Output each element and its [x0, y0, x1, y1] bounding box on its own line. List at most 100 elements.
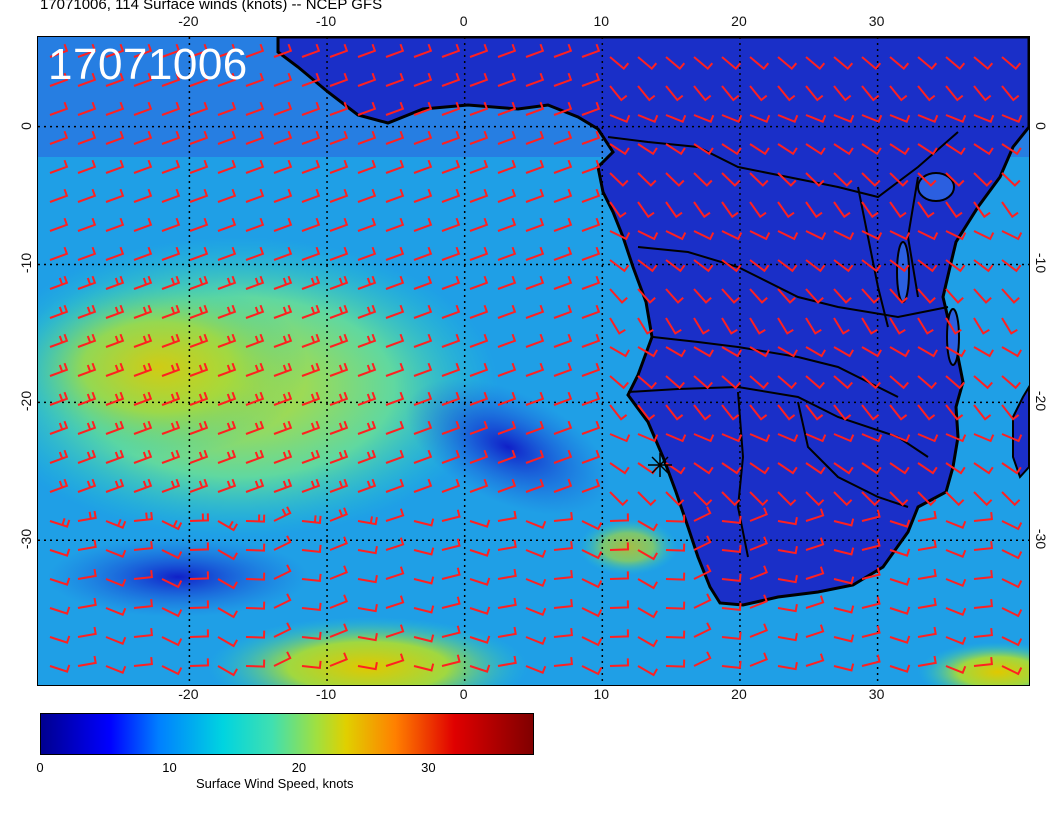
wind-barb: [273, 188, 293, 203]
wind-barb: [973, 491, 993, 507]
wind-barb: [329, 449, 349, 464]
wind-barb: [441, 625, 461, 638]
madagascar: [1012, 385, 1029, 479]
wind-barb: [1001, 85, 1020, 102]
wind-barb: [777, 491, 797, 507]
wind-barb: [357, 362, 377, 377]
wind-barb: [889, 548, 911, 557]
wind-barb: [525, 549, 547, 559]
wind-barb: [413, 159, 433, 174]
wind-barb: [553, 449, 573, 464]
wind-barb: [777, 346, 798, 358]
wind-barb: [861, 596, 881, 609]
wind-barb: [637, 346, 658, 358]
wind-barb: [497, 188, 517, 203]
wind-barb: [749, 565, 768, 580]
wind-barb: [189, 333, 209, 348]
wind-barb: [749, 201, 767, 219]
wind-barb: [469, 188, 489, 203]
wind-barb: [889, 172, 909, 187]
wind-barb: [1001, 404, 1020, 421]
wind-barb: [889, 664, 911, 673]
wind-barb: [945, 491, 965, 507]
wind-barb: [413, 576, 435, 585]
wind-barb: [749, 172, 769, 187]
wind-barb: [189, 449, 209, 464]
wind-barb: [693, 651, 712, 667]
wind-barb: [889, 491, 909, 507]
wind-barb: [385, 43, 405, 58]
wind-barb: [721, 602, 742, 612]
wind-barb: [721, 375, 741, 390]
wind-barb: [749, 85, 768, 102]
wind-barb: [189, 600, 210, 609]
wind-barb: [161, 304, 181, 319]
wind-barb: [385, 478, 405, 493]
wind-barb: [49, 635, 71, 644]
wind-barb: [105, 72, 125, 87]
wind-barb: [49, 43, 69, 58]
wind-barb: [77, 568, 97, 580]
wind-barb: [1001, 259, 1022, 273]
wind-barb: [105, 607, 127, 617]
wind-barb: [749, 594, 768, 609]
wind-barb: [217, 275, 237, 290]
wind-barb: [329, 391, 349, 406]
wind-barb: [301, 188, 321, 203]
wind-barb: [77, 478, 97, 493]
wind-barb: [665, 85, 684, 102]
wind-barb: [301, 362, 321, 377]
wind-barb: [217, 333, 237, 348]
wind-barb: [973, 230, 995, 241]
wind-barb: [917, 288, 936, 304]
wind-barb: [581, 101, 601, 116]
wind-barb: [553, 101, 573, 116]
wind-barb: [973, 143, 994, 156]
wind-barb: [413, 362, 433, 377]
wind-barb: [833, 317, 850, 335]
wind-barb: [245, 630, 266, 639]
wind-barb: [581, 304, 601, 319]
wind-barb: [133, 420, 153, 435]
wind-barb: [273, 159, 293, 174]
wind-barb: [273, 72, 293, 87]
wind-barb: [609, 201, 627, 219]
wind-barb: [833, 346, 854, 358]
wind-barb: [329, 101, 349, 116]
wind-barb: [889, 606, 911, 615]
wind-barb: [217, 391, 237, 406]
wind-barb: [329, 623, 348, 638]
wind-barb: [441, 449, 461, 464]
wind-barb: [553, 362, 573, 377]
wind-barb: [525, 449, 545, 464]
wind-barb: [105, 217, 125, 232]
wind-barb: [637, 491, 657, 507]
wind-barb: [777, 662, 798, 671]
wind-barb: [133, 130, 153, 145]
wind-barb: [497, 539, 517, 551]
wind-barb: [441, 333, 461, 348]
wind-barb: [301, 478, 321, 493]
wind-barb: [777, 172, 797, 187]
wind-barb: [385, 130, 405, 145]
wind-barb: [441, 130, 461, 145]
wind-barb: [441, 304, 461, 319]
wind-barb: [385, 304, 405, 319]
wind-barb: [945, 520, 967, 530]
wind-barb: [861, 288, 880, 304]
wind-barb: [413, 518, 435, 527]
wind-barb: [693, 491, 713, 507]
wind-barb: [49, 517, 71, 528]
wind-barb: [77, 130, 97, 145]
wind-barb: [1001, 317, 1018, 335]
wind-barb: [945, 85, 964, 102]
wind-barb: [273, 43, 293, 58]
wind-barb: [49, 304, 69, 319]
wind-barb: [441, 509, 461, 522]
wind-barb: [161, 607, 183, 618]
wind-barb: [273, 564, 292, 580]
wind-barb: [357, 72, 377, 87]
wind-barb: [189, 72, 209, 87]
wind-barb: [609, 542, 630, 551]
lon-tick-bottom: 0: [459, 686, 468, 702]
